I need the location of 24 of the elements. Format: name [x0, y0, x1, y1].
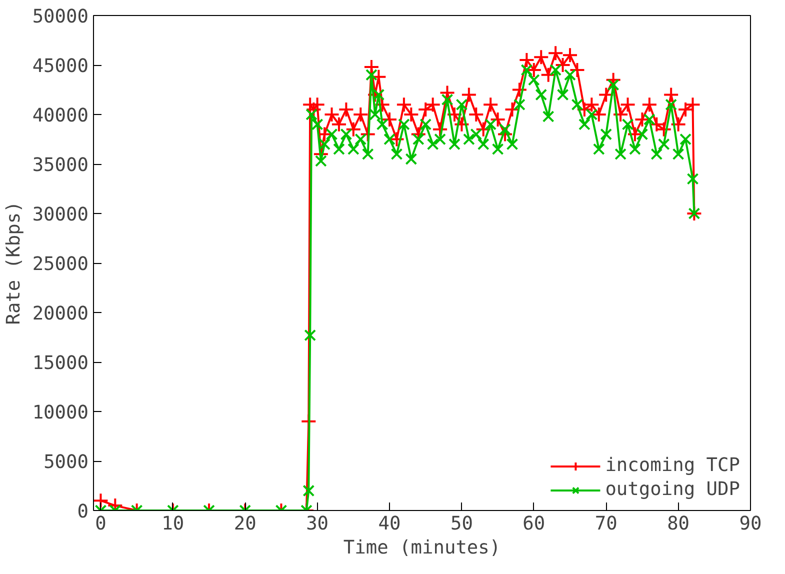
x-tick-label: 0	[95, 514, 106, 534]
y-tick-label: 15000	[32, 353, 89, 374]
x-tick-label: 30	[306, 514, 329, 534]
y-tick-label: 10000	[32, 402, 89, 424]
x-tick-label: 10	[162, 514, 184, 534]
x-tick-label: 70	[594, 514, 618, 534]
y-tick-label: 40000	[32, 106, 89, 126]
x-tick-label: 40	[378, 514, 401, 534]
y-tick-label: 25000	[32, 254, 89, 275]
x-tick-label: 50	[450, 514, 473, 534]
y-axis-title: Rate (Kbps)	[3, 201, 24, 325]
y-tick-label: 35000	[32, 155, 89, 176]
x-tick-label: 80	[667, 514, 690, 534]
x-tick-label: 60	[522, 514, 546, 534]
y-tick-label: 30000	[32, 204, 89, 226]
y-tick-label: 5000	[44, 452, 89, 473]
x-tick-label: 20	[234, 514, 256, 534]
legend-label: outgoing UDP	[605, 479, 740, 500]
x-axis-title: Time (minutes)	[343, 538, 501, 558]
x-tick-label: 90	[739, 514, 762, 534]
y-tick-label: 50000	[32, 6, 89, 28]
y-tick-label: 20000	[32, 304, 89, 324]
legend-label: incoming TCP	[605, 455, 740, 476]
y-tick-label: 45000	[32, 56, 89, 77]
